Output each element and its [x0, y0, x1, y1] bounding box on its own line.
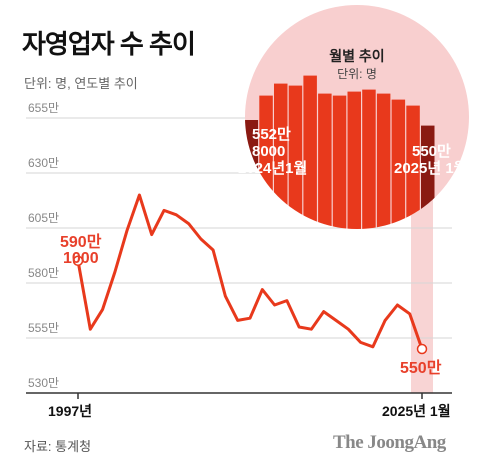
start-value-label: 590만 [60, 233, 102, 251]
inset-last-date: 2025년 1월 [394, 160, 467, 177]
y-tick-label: 655만 [28, 101, 59, 115]
unit-label: 단위: 명, 연도별 추이 [24, 76, 138, 91]
x-tick-label-start: 1997년 [48, 403, 92, 419]
y-tick-label: 580만 [28, 266, 59, 280]
source-label: 자료: 통계청 [24, 439, 92, 454]
inset-bar [406, 105, 420, 229]
inset-unit: 단위: 명 [337, 67, 377, 81]
inset-bar [303, 75, 317, 229]
series-line [76, 193, 424, 351]
inset-bar [391, 99, 406, 229]
inset-last-value: 550만 [412, 143, 451, 160]
inset-bar [274, 83, 288, 229]
inset-title: 월별 추이 [329, 48, 384, 64]
inset-bar [288, 85, 303, 229]
y-tick-label: 530만 [28, 376, 59, 390]
publisher-logo: The JoongAng [333, 432, 446, 453]
start-point [72, 255, 84, 267]
y-tick-label: 605만 [28, 211, 59, 225]
end-value-label: 550만 [400, 359, 442, 377]
inset-bar [376, 93, 391, 229]
inset-bar [318, 93, 332, 229]
chart-title: 자영업자 수 추이 [22, 29, 196, 59]
y-tick-label: 555만 [28, 321, 59, 335]
start-value-label-2: 1000 [63, 250, 99, 267]
inset-bar [347, 91, 361, 229]
end-point [416, 343, 428, 355]
inset-first-value: 552만 [252, 126, 291, 143]
inset-bar [332, 95, 347, 229]
inset-first-date: 2024년1월 [238, 160, 307, 177]
inset-bar [362, 89, 376, 229]
y-tick-label: 630만 [28, 156, 59, 170]
x-tick-label-end: 2025년 1월 [382, 403, 451, 419]
inset-first-value-2: 8000 [252, 143, 285, 160]
